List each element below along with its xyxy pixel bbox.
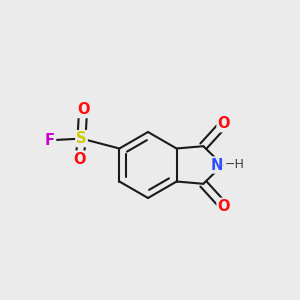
- Text: O: O: [77, 102, 89, 117]
- Text: S: S: [76, 131, 87, 146]
- Text: O: O: [218, 116, 230, 131]
- Text: O: O: [74, 152, 86, 166]
- Text: −H: −H: [225, 158, 244, 172]
- Text: F: F: [45, 133, 55, 148]
- Text: O: O: [218, 199, 230, 214]
- Text: N: N: [210, 158, 223, 172]
